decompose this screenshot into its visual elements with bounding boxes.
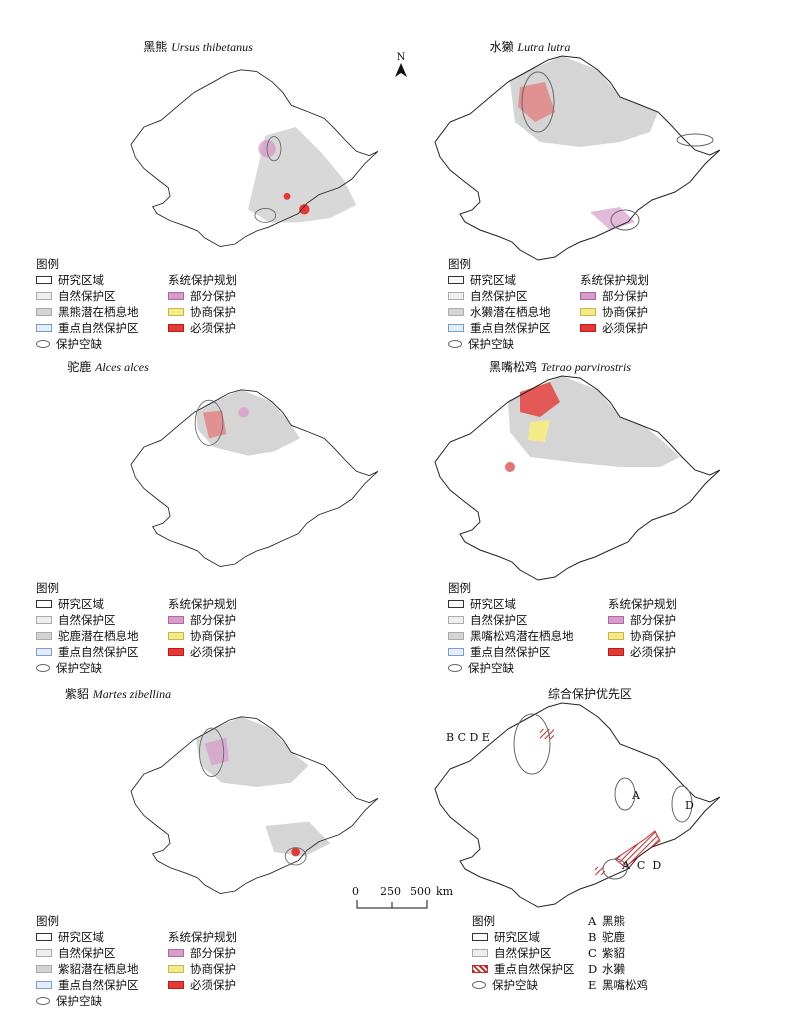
- panel-title: 黑熊 Ursus thibetanus: [143, 40, 253, 54]
- must-patch: [202, 410, 227, 439]
- key-reserve: [595, 867, 605, 875]
- panel-grouse: 黑嘴松鸡 Tetrao parvirostris 图例 研究区域 自然保护区 黑…: [400, 358, 800, 688]
- gap-ellipse: [614, 777, 636, 811]
- panel-title: 驼鹿 Alces alces: [67, 360, 149, 374]
- gap-ellipse: [602, 858, 628, 880]
- map-otter: [434, 55, 720, 261]
- must-patch: [283, 192, 291, 200]
- gap-ellipse: [194, 399, 224, 446]
- must-patch: [518, 82, 555, 122]
- must-patch: [505, 462, 515, 472]
- key-reserve: [540, 729, 554, 739]
- coordinate-patch: [528, 420, 550, 442]
- gap-ellipse: [199, 727, 225, 778]
- map-grouse: [434, 375, 720, 581]
- legend: 图例 研究区域 自然保护区 紫貂潜在栖息地 重点自然保护区 保护空缺 系统保护规…: [36, 914, 237, 1008]
- panel-otter: 水獭 Lutra lutra 图例 研究区域 自然保护区 水獭潜在栖息地 重点自…: [400, 38, 800, 368]
- habitat-area: [196, 716, 309, 787]
- key-reserve: [614, 830, 661, 868]
- legend: 图例 研究区域 自然保护区 黑熊潜在栖息地 重点自然保护区 保护空缺 系统保护规…: [36, 257, 237, 351]
- gap-ellipse: [610, 209, 640, 231]
- panel-summary: 综合保护优先区 B C D E A D A C D 图例 研究区域 自然保护区 …: [400, 685, 800, 1015]
- panel-title: 综合保护优先区: [547, 687, 632, 701]
- panel-sable: 紫貂 Martes zibellina 图例 研究区域 自然保护区 紫貂潜在栖息…: [18, 685, 418, 1015]
- map-bear: [130, 69, 378, 248]
- legend: 图例 研究区域 自然保护区 重点自然保护区 保护空缺: [472, 914, 575, 992]
- gap-ellipse: [266, 136, 282, 162]
- must-patch: [520, 382, 560, 417]
- scale-bar-line: [356, 900, 428, 909]
- gap-ellipse: [676, 133, 714, 147]
- legend: 图例 研究区域 自然保护区 黑嘴松鸡潜在栖息地 重点自然保护区 保护空缺 系统保…: [448, 581, 677, 675]
- label-south: A C D: [622, 859, 662, 872]
- scale-bar: 0 250 500 km: [352, 885, 462, 909]
- legend: 图例 研究区域 自然保护区 水獭潜在栖息地 重点自然保护区 保护空缺 系统保护规…: [448, 257, 649, 351]
- gap-ellipse: [284, 847, 307, 866]
- gap-ellipse: [521, 71, 555, 133]
- must-patch: [299, 204, 310, 215]
- map-moose: [130, 389, 378, 568]
- habitat-area: [265, 821, 331, 857]
- label-east: A: [632, 789, 640, 802]
- label-far-east: D: [685, 799, 694, 812]
- partial-patch: [238, 407, 249, 418]
- panel-title: 紫貂 Martes zibellina: [64, 687, 172, 701]
- map-sable: [130, 716, 378, 895]
- north-arrow: N: [393, 52, 409, 80]
- habitat-area: [510, 56, 658, 147]
- gap-ellipse: [671, 785, 693, 823]
- label-nw: B C D E: [446, 731, 490, 744]
- legend: 图例 研究区域 自然保护区 驼鹿潜在栖息地 重点自然保护区 保护空缺 系统保护规…: [36, 581, 237, 675]
- panel-bear: 黑熊 Ursus thibetanus 图例 研究区域 自然保护区 黑熊潜在栖息…: [18, 38, 418, 368]
- study-outline: [130, 69, 378, 248]
- must-patch: [291, 847, 300, 857]
- panel-moose: 驼鹿 Alces alces 图例 研究区域 自然保护区 驼鹿潜在栖息地 重点自…: [18, 358, 418, 688]
- habitat-area: [196, 389, 300, 456]
- panel-title: 黑嘴松鸡 Tetrao parvirostris: [489, 360, 631, 374]
- gap-ellipse: [254, 208, 277, 223]
- gap-ellipse: [513, 713, 551, 775]
- north-arrow-icon: [395, 63, 407, 77]
- map-summary: [434, 702, 720, 908]
- species-key: A 黑熊 B 驼鹿 C 紫貂 D 水獭 E 黑嘴松鸡: [588, 914, 648, 992]
- panel-title: 水獭 Lutra lutra: [489, 40, 571, 54]
